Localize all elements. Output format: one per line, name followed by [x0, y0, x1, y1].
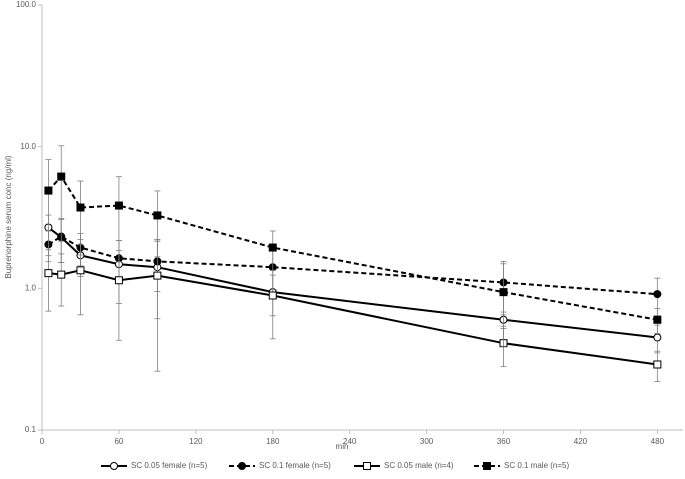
x-tick-label: 420 [574, 437, 588, 446]
marker [653, 315, 662, 324]
legend-label: SC 0.1 male (n=5) [504, 461, 569, 470]
marker [114, 201, 123, 210]
y-tick-label: 100.0 [16, 0, 37, 9]
marker [653, 333, 662, 342]
y-tick-label: 0.1 [25, 425, 37, 434]
x-tick-label: 60 [114, 437, 123, 446]
error-bar [269, 269, 276, 340]
x-tick-label: 120 [189, 437, 203, 446]
marker [268, 243, 277, 252]
error-bar [77, 180, 84, 256]
error-bar [45, 249, 52, 312]
legend-label: SC 0.1 female (n=5) [259, 461, 331, 470]
legend-label: SC 0.05 female (n=5) [131, 461, 208, 470]
x-tick-label: 180 [266, 437, 280, 446]
error-bar [115, 176, 122, 263]
error-bar [45, 159, 52, 257]
y-tick-label: 10.0 [20, 142, 36, 151]
x-tick-label: 480 [651, 437, 665, 446]
marker [483, 462, 491, 470]
marker [76, 203, 85, 212]
series-line [47, 226, 658, 339]
series [44, 239, 662, 382]
marker [110, 462, 118, 470]
x-tick-label: 240 [343, 437, 357, 446]
marker [268, 291, 277, 300]
legend-item: SC 0.1 female (n=5) [229, 461, 331, 470]
x-tick-label: 360 [497, 437, 511, 446]
legend-item: SC 0.05 male (n=4) [354, 461, 454, 470]
error-bar [58, 253, 65, 307]
series-line [47, 174, 658, 321]
marker [499, 288, 508, 297]
marker [76, 266, 85, 275]
marker [653, 360, 662, 369]
marker [44, 186, 53, 195]
series [44, 214, 662, 354]
error-bar [58, 145, 65, 242]
series-line [48, 269, 658, 366]
legend-item: SC 0.05 female (n=5) [101, 461, 208, 470]
x-tick-label: 300 [420, 437, 434, 446]
series [44, 145, 662, 347]
marker [153, 271, 162, 280]
error-bar [154, 190, 161, 258]
marker [653, 290, 662, 299]
marker [57, 172, 66, 181]
marker [363, 462, 371, 470]
y-tick-label: 1.0 [25, 283, 37, 292]
legend-label: SC 0.05 male (n=4) [384, 461, 454, 470]
marker [57, 270, 66, 279]
x-tick-label: 0 [40, 437, 45, 446]
marker [44, 269, 53, 278]
x-axis-label: min [336, 442, 349, 451]
marker [114, 276, 123, 285]
marker [153, 211, 162, 220]
y-axis-label: Buprenorphine serum conc (ng/ml) [4, 155, 13, 279]
marker [238, 462, 246, 470]
error-bar [500, 263, 507, 347]
legend-item: SC 0.1 male (n=5) [474, 461, 569, 470]
